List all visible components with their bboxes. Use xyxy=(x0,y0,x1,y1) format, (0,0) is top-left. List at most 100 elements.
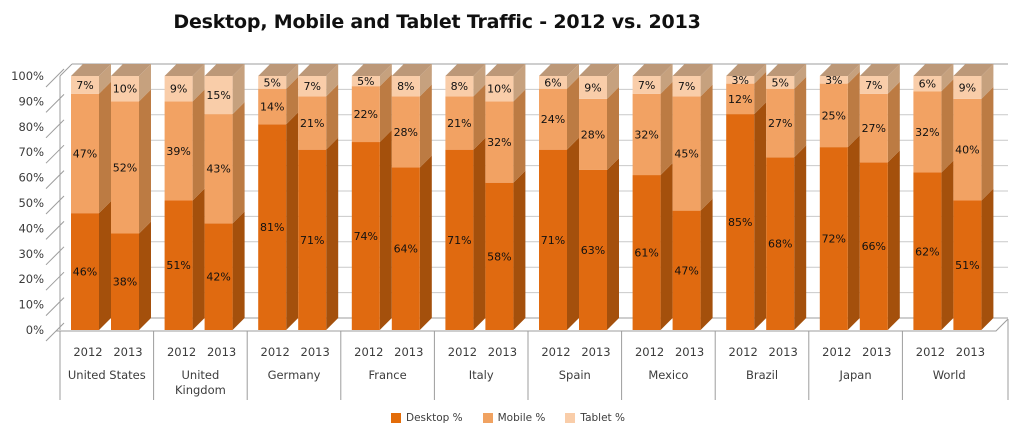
x-axis-year-label: 2013 xyxy=(113,345,142,359)
wall-corner-diagonal xyxy=(59,63,73,77)
bar-segment-tablet-side xyxy=(473,64,486,97)
bar-segment-desktop-front xyxy=(726,114,755,330)
bar-segment-mobile-front xyxy=(766,88,795,158)
bar-brazil-2012: 85% 12% 3% xyxy=(726,64,767,330)
bar-united-states-2013: 38% 52% 10% xyxy=(111,64,151,330)
bar-label-mobile: 32% xyxy=(915,126,939,139)
bar-label-mobile: 28% xyxy=(581,128,605,141)
bar-label-mobile: 24% xyxy=(541,113,565,126)
bar-segment-desktop-side xyxy=(847,135,860,330)
bar-segment-mobile-front xyxy=(164,101,193,201)
bar-segment-tablet-side xyxy=(567,64,579,89)
x-axis-year-label: 2013 xyxy=(956,345,985,359)
bar-france-2013: 64% 28% 8% xyxy=(391,64,432,330)
legend-label-desktop: Desktop % xyxy=(406,412,463,424)
bar-top-face xyxy=(819,64,860,76)
bar-label-desktop: 71% xyxy=(447,234,471,247)
bar-segment-mobile-front xyxy=(539,88,567,150)
bar-label-mobile: 21% xyxy=(447,117,471,130)
x-axis-country-label: Germany xyxy=(268,368,321,382)
bar-label-mobile: 27% xyxy=(862,122,886,135)
x-axis-country-label: Kingdom xyxy=(175,383,226,397)
bar-top-face xyxy=(579,64,619,76)
bar-segment-desktop-front xyxy=(579,169,607,330)
bar-top-face xyxy=(913,64,954,76)
bar-segment-tablet-front xyxy=(579,76,607,99)
bar-label-tablet: 7% xyxy=(303,80,320,93)
legend-label-mobile: Mobile % xyxy=(497,412,546,424)
legend-swatch-desktop xyxy=(391,413,401,423)
bar-segment-mobile-side xyxy=(379,74,392,143)
bar-top-face xyxy=(859,64,900,76)
bar-segment-mobile-front xyxy=(445,96,474,150)
bar-segment-desktop-front xyxy=(485,182,514,330)
bar-segment-tablet-front xyxy=(71,76,99,94)
x-axis-country-label: United States xyxy=(68,368,146,382)
bar-france-2012: 74% 22% 5% xyxy=(351,64,392,330)
y-axis-label: 100% xyxy=(11,69,44,83)
bar-label-desktop: 47% xyxy=(674,264,698,277)
bar-top-face xyxy=(953,64,994,76)
x-axis-year-label: 2012 xyxy=(541,345,570,359)
bar-segment-mobile-side xyxy=(232,102,245,224)
y-axis-label: 60% xyxy=(18,171,44,185)
bar-segment-tablet-side xyxy=(326,64,339,97)
bar-segment-desktop-front xyxy=(819,147,848,330)
bar-segment-mobile-side xyxy=(700,84,713,211)
bar-segment-desktop-side xyxy=(473,137,486,330)
x-axis-country-label: World xyxy=(933,368,966,382)
bar-segment-mobile-side xyxy=(473,84,486,150)
bar-label-desktop: 71% xyxy=(541,234,565,247)
bar-segment-mobile-front xyxy=(485,101,514,183)
bar-segment-tablet-side xyxy=(139,64,151,102)
bar-segment-tablet-side xyxy=(700,64,713,97)
y-axis-label: 70% xyxy=(18,145,44,159)
bar-top-face xyxy=(298,64,339,76)
bar-segment-desktop-front xyxy=(672,210,701,330)
bar-segment-tablet-front xyxy=(632,76,661,94)
bar-top-face xyxy=(71,64,111,76)
bar-label-mobile: 25% xyxy=(822,109,846,122)
bar-segment-mobile-front xyxy=(298,96,327,150)
bar-segment-desktop-front xyxy=(71,213,99,330)
bar-segment-mobile-front xyxy=(953,98,982,201)
bar-label-desktop: 61% xyxy=(634,247,658,260)
bar-segment-desktop-side xyxy=(607,157,619,330)
bar-segment-mobile-side xyxy=(607,86,619,170)
bar-segment-mobile-side xyxy=(99,81,111,214)
bar-segment-tablet-front xyxy=(258,76,287,89)
bar-top-face xyxy=(204,64,245,76)
x-axis-country-label: Brazil xyxy=(746,368,778,382)
bar-label-mobile: 27% xyxy=(768,117,792,130)
y-axis-label: 10% xyxy=(18,298,44,312)
bar-segment-tablet-front xyxy=(766,76,795,89)
bar-label-tablet: 7% xyxy=(76,79,93,92)
bar-segment-desktop-front xyxy=(766,157,795,330)
x-axis-country-label: France xyxy=(368,368,406,382)
bar-italy-2013: 58% 32% 10% xyxy=(485,64,526,330)
bar-segment-tablet-front xyxy=(391,76,420,97)
bar-segment-desktop-side xyxy=(513,170,526,330)
bar-label-mobile: 28% xyxy=(394,126,418,139)
bar-segment-desktop-front xyxy=(859,162,888,330)
legend-label-tablet: Tablet % xyxy=(580,412,625,424)
bar-top-face xyxy=(632,64,673,76)
bar-segment-mobile-side xyxy=(887,81,900,163)
bar-segment-desktop-front xyxy=(298,149,327,330)
bar-segment-tablet-side xyxy=(379,64,392,87)
bar-segment-tablet-front xyxy=(445,76,474,97)
bar-segment-desktop-front xyxy=(164,200,193,330)
bar-segment-desktop-side xyxy=(139,221,151,330)
x-axis-year-label: 2013 xyxy=(488,345,517,359)
bar-top-face xyxy=(258,64,299,76)
legend-item-mobile: Mobile % xyxy=(482,412,546,424)
bar-segment-desktop-side xyxy=(419,155,432,330)
bar-segment-mobile-front xyxy=(819,83,848,148)
y-axis-tick xyxy=(45,119,65,139)
bar-label-tablet: 15% xyxy=(206,89,230,102)
bar-segment-tablet-side xyxy=(754,64,767,84)
x-axis-year-label: 2012 xyxy=(73,345,102,359)
bar-top-face xyxy=(445,64,486,76)
bar-germany-2012: 81% 14% 5% xyxy=(258,64,299,330)
bar-segment-mobile-side xyxy=(847,71,860,148)
